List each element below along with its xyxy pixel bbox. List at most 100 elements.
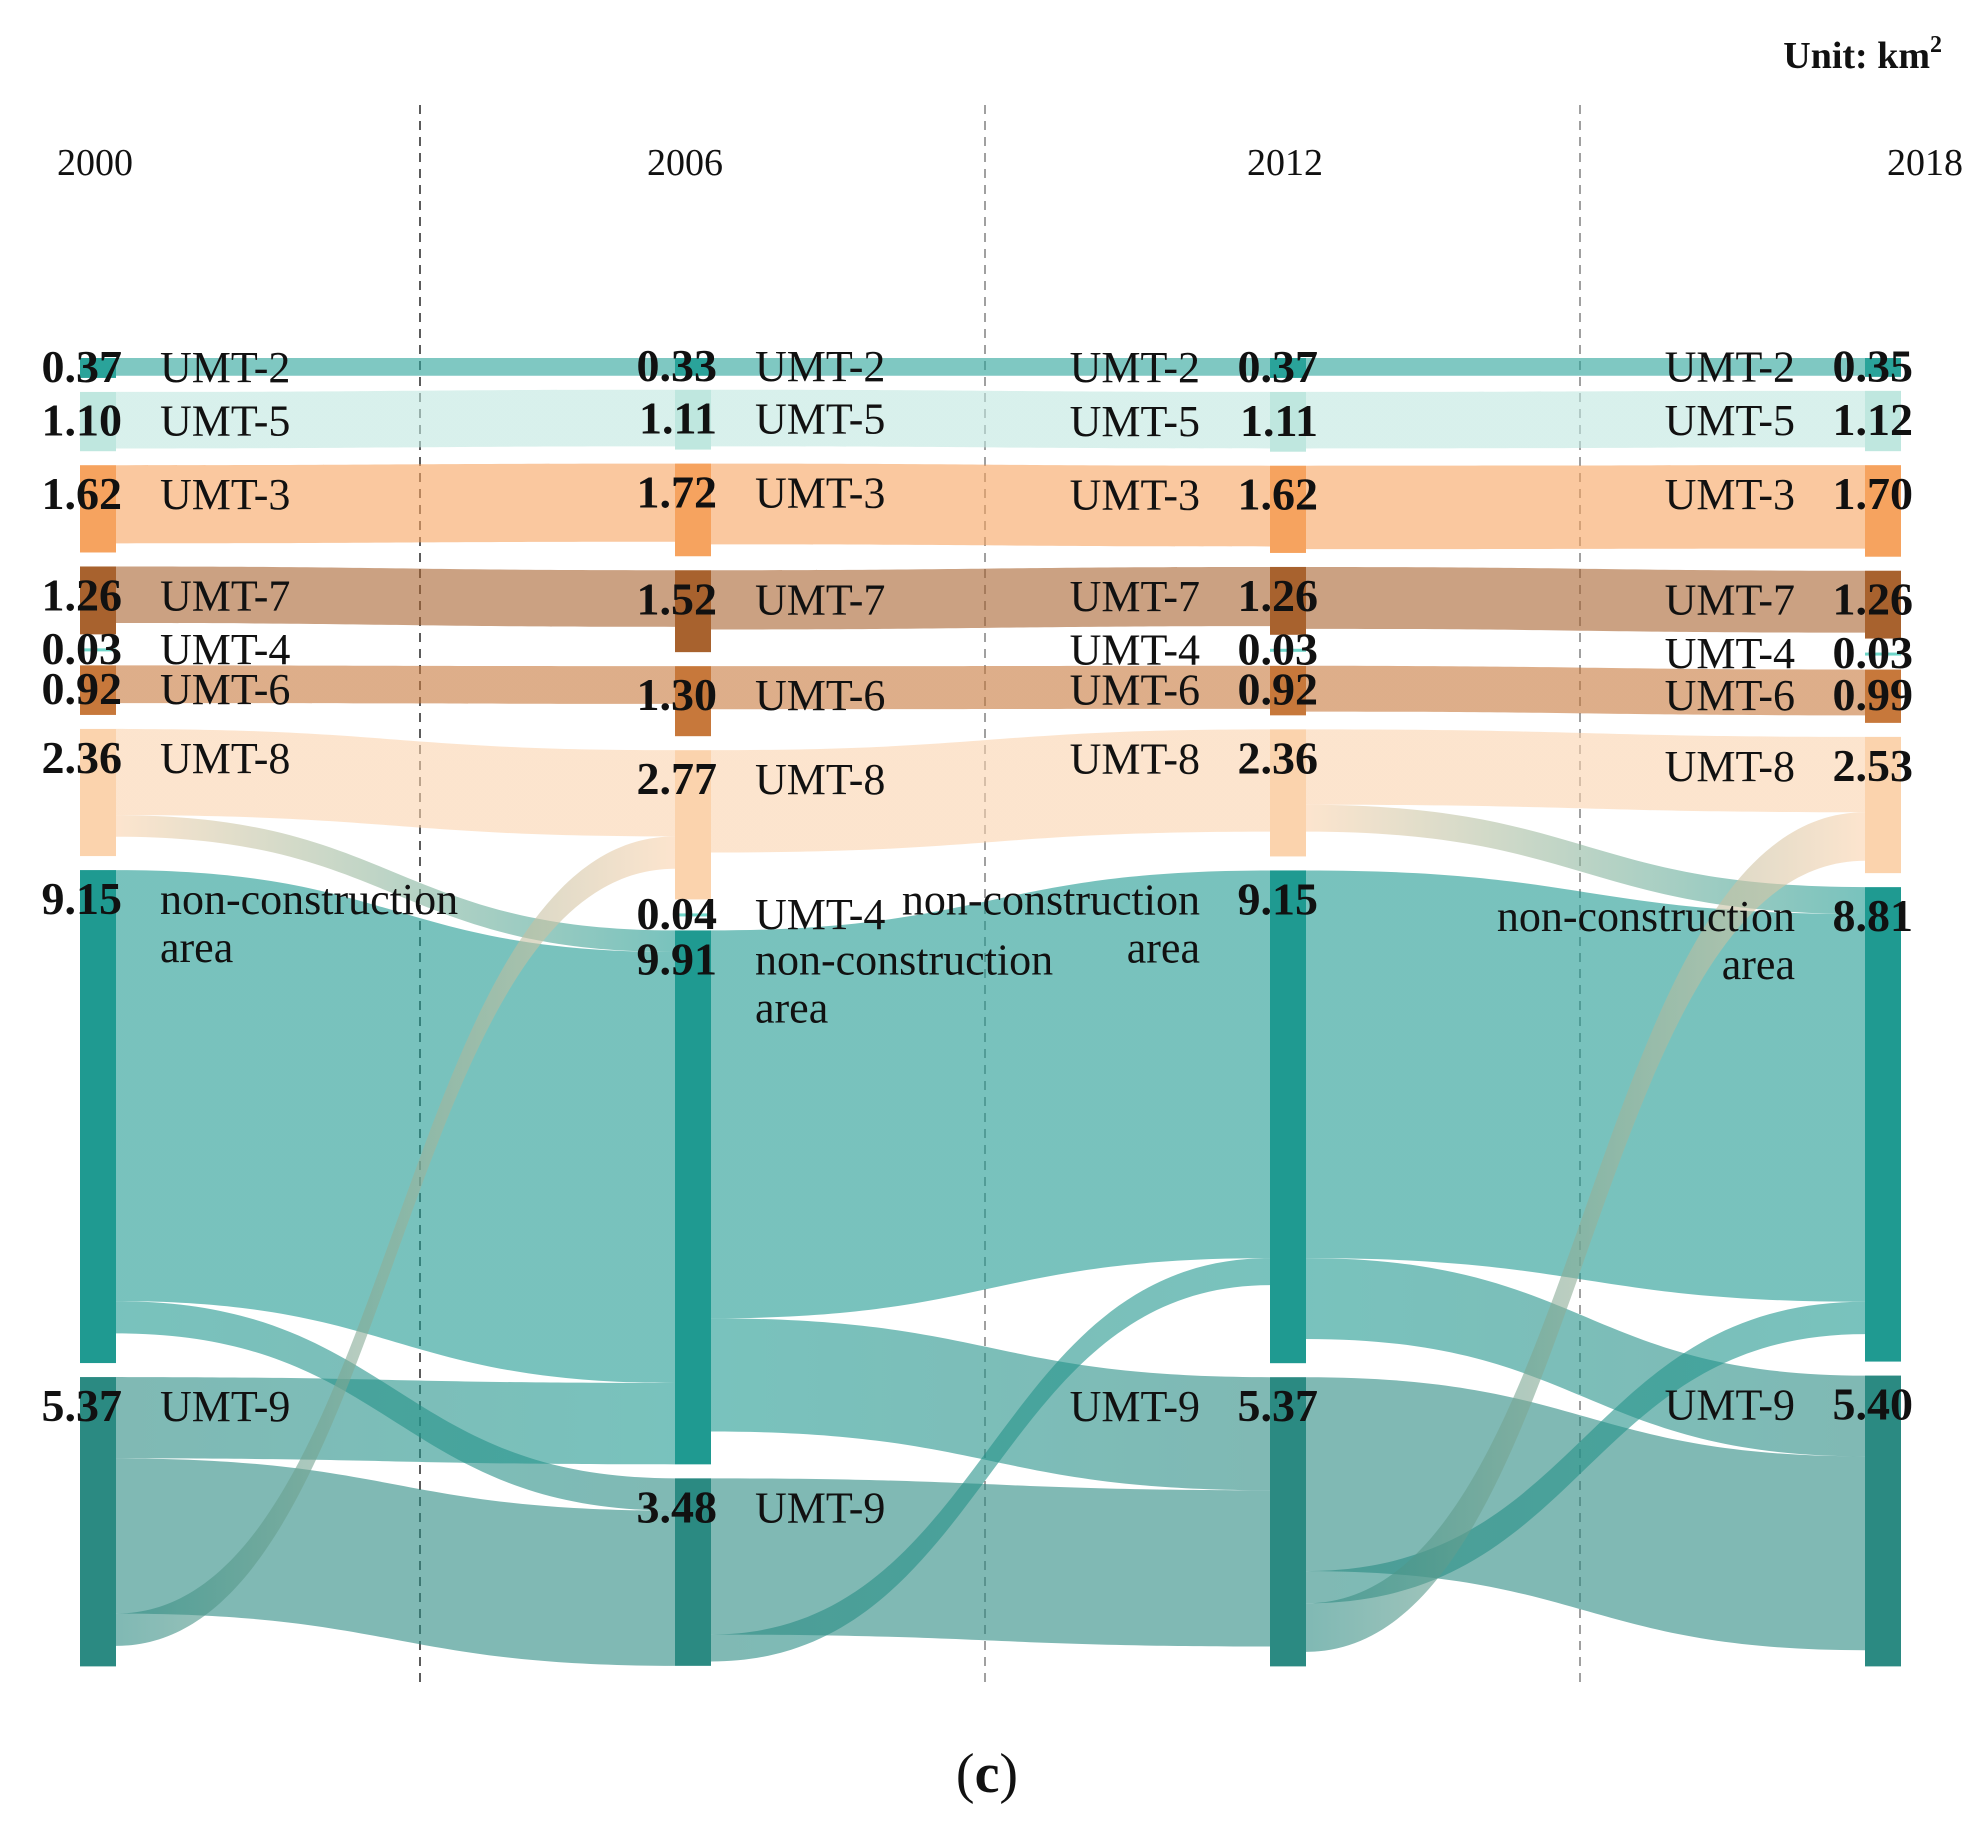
node-bar-2012-umt-5 — [1270, 391, 1306, 452]
flow-non-construction-area-to-non-construction-area — [1306, 870, 1865, 1302]
node-bar-2000-umt-8 — [80, 728, 116, 857]
node-bar-2012-umt-6 — [1270, 665, 1306, 716]
node-value-2000-umt-9: 5.37 — [42, 1380, 123, 1431]
node-bar-2000-umt-4 — [80, 648, 116, 652]
node-value-2006-umt-8: 2.77 — [637, 753, 718, 804]
node-value-2006-non-construction-area: 9.91 — [637, 933, 718, 984]
node-value-2012-umt-9: 5.37 — [1238, 1380, 1319, 1431]
node-bar-2006-non-construction-area — [675, 930, 711, 1465]
node-bar-2006-umt-2 — [675, 358, 711, 376]
node-label-2018-umt-7: UMT-7 — [1665, 576, 1795, 625]
node-bar-2012-umt-9 — [1270, 1377, 1306, 1667]
flow-umt-8-to-umt-8 — [1306, 729, 1865, 813]
node-value-2012-umt-5: 1.11 — [1240, 395, 1318, 446]
node-bar-2012-umt-4 — [1270, 648, 1306, 652]
node-label-2012-umt-2: UMT-2 — [1070, 343, 1200, 392]
year-label-2000: 2000 — [57, 142, 133, 184]
node-value-2012-umt-7: 1.26 — [1238, 570, 1319, 621]
node-label-2006-umt-8: UMT-8 — [755, 755, 885, 804]
node-value-2018-umt-2: 0.35 — [1833, 340, 1914, 391]
year-label-2012: 2012 — [1247, 142, 1323, 184]
flow-umt-9-to-umt-8 — [1306, 812, 1865, 1652]
node-label-2018-umt-9: UMT-9 — [1665, 1381, 1795, 1430]
node-label-2006-umt-5: UMT-5 — [755, 395, 885, 444]
flow-umt-7-to-umt-7 — [711, 566, 1270, 630]
year-labels: 2000 2006 2012 2018 — [57, 142, 1963, 184]
node-value-2000-umt-2: 0.37 — [42, 341, 123, 392]
flow-umt-2-to-umt-2 — [1306, 358, 1865, 376]
node-bars — [80, 358, 1901, 1667]
node-bar-2018-umt-7 — [1865, 570, 1901, 639]
node-bar-2018-non-construction-area — [1865, 887, 1901, 1362]
node-label-2012-umt-8: UMT-8 — [1070, 734, 1200, 783]
node-label-2018-umt-8: UMT-8 — [1665, 742, 1795, 791]
flow-umt-9-to-umt-9 — [116, 1458, 675, 1666]
node-label-2000-umt-3: UMT-3 — [160, 470, 290, 519]
year-label-2006: 2006 — [647, 142, 723, 184]
node-label-2006-umt-4: UMT-4 — [755, 890, 885, 939]
flow-umt-6-to-umt-6 — [711, 665, 1270, 710]
node-bar-2000-umt-5 — [80, 391, 116, 452]
node-label-2006-umt-2: UMT-2 — [755, 342, 885, 391]
node-value-2000-umt-8: 2.36 — [42, 732, 123, 783]
node-bar-2018-umt-9 — [1865, 1375, 1901, 1667]
node-value-2012-umt-4: 0.03 — [1238, 623, 1319, 674]
node-bar-2018-umt-2 — [1865, 358, 1901, 377]
node-value-2006-umt-9: 3.48 — [637, 1481, 718, 1532]
node-label-2006-non-construction-area: non-construction area — [755, 935, 1053, 1032]
node-label-2018-umt-2: UMT-2 — [1665, 342, 1795, 391]
node-bar-2018-umt-5 — [1865, 390, 1901, 452]
node-bar-2012-umt-8 — [1270, 729, 1306, 857]
node-value-2000-umt-5: 1.10 — [42, 395, 123, 446]
node-value-2000-umt-7: 1.26 — [42, 569, 123, 620]
flow-umt-9-to-umt-8 — [116, 836, 675, 1646]
node-label-2018-umt-4: UMT-4 — [1665, 629, 1795, 678]
flow-umt-5-to-umt-5 — [116, 389, 675, 449]
year-label-2018: 2018 — [1887, 142, 1963, 184]
node-label-2000-umt-8: UMT-8 — [160, 734, 290, 783]
flow-umt-9-to-non-construction-area — [116, 1377, 675, 1465]
flow-non-construction-area-to-umt-9 — [711, 1318, 1270, 1491]
flow-umt-7-to-umt-7 — [1306, 566, 1865, 633]
flow-umt-8-to-non-construction-area — [1306, 804, 1865, 915]
node-bar-2000-umt-9 — [80, 1377, 116, 1667]
node-bar-2006-umt-9 — [675, 1478, 711, 1666]
flow-umt-9-to-non-construction-area — [1306, 1301, 1865, 1604]
node-value-2018-umt-6: 0.99 — [1833, 669, 1914, 720]
node-bar-2018-umt-6 — [1865, 669, 1901, 723]
node-value-2012-umt-8: 2.36 — [1238, 732, 1319, 783]
node-value-2000-non-construction-area: 9.15 — [42, 873, 123, 924]
node-value-2012-umt-3: 1.62 — [1238, 469, 1319, 520]
flow-umt-2-to-umt-2 — [711, 358, 1270, 376]
node-bar-2018-umt-4 — [1865, 652, 1901, 656]
node-value-2006-umt-7: 1.52 — [637, 573, 718, 624]
node-value-2018-umt-9: 5.40 — [1833, 1379, 1914, 1430]
node-bar-2000-non-construction-area — [80, 870, 116, 1364]
node-label-2018-non-construction-area: non-construction area — [1497, 892, 1795, 989]
node-bar-2006-umt-7 — [675, 570, 711, 653]
node-value-2018-umt-5: 1.12 — [1833, 394, 1914, 445]
node-bar-2000-umt-3 — [80, 465, 116, 553]
node-label-2000-umt-5: UMT-5 — [160, 397, 290, 446]
node-value-2018-umt-7: 1.26 — [1833, 574, 1914, 625]
node-label-2000-umt-2: UMT-2 — [160, 343, 290, 392]
node-value-2006-umt-5: 1.11 — [639, 393, 717, 444]
flow-umt-8-to-umt-8 — [711, 729, 1270, 853]
node-labels: 0.37 UMT-2 1.10 UMT-5 1.62 UMT-3 1.26 UMT-7 0.03… — [42, 340, 1914, 1532]
node-bar-2000-umt-7 — [80, 566, 116, 635]
node-value-2018-umt-3: 1.70 — [1833, 468, 1914, 519]
flow-umt-8-to-non-construction-area — [116, 815, 675, 952]
node-value-2000-umt-4: 0.03 — [42, 623, 123, 674]
node-label-2000-umt-7: UMT-7 — [160, 571, 290, 620]
flow-umt-8-to-umt-8 — [116, 728, 675, 837]
panel-label: (c) — [956, 1743, 1018, 1805]
node-label-2018-umt-3: UMT-3 — [1665, 470, 1795, 519]
node-value-2012-umt-6: 0.92 — [1238, 664, 1319, 715]
node-label-2006-umt-9: UMT-9 — [755, 1483, 885, 1532]
node-bar-2012-umt-3 — [1270, 465, 1306, 553]
node-label-2018-umt-5: UMT-5 — [1665, 396, 1795, 445]
node-label-2012-umt-9: UMT-9 — [1070, 1382, 1200, 1431]
node-label-2012-umt-6: UMT-6 — [1070, 666, 1200, 715]
flow-non-construction-area-to-non-construction-area — [116, 870, 675, 1383]
